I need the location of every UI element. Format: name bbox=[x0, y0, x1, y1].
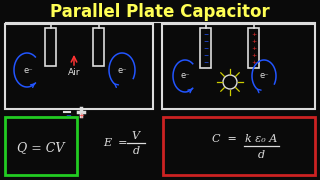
Text: −: − bbox=[65, 113, 71, 119]
Text: k ε₀ A: k ε₀ A bbox=[245, 134, 277, 144]
Text: e⁻: e⁻ bbox=[180, 71, 190, 80]
Text: V: V bbox=[131, 131, 139, 141]
Bar bbox=[163, 117, 315, 175]
Text: E  =: E = bbox=[103, 138, 127, 148]
Text: Air: Air bbox=[68, 68, 80, 76]
Text: Parallel Plate Capacitor: Parallel Plate Capacitor bbox=[50, 3, 270, 21]
Text: +: + bbox=[251, 39, 256, 44]
Text: −: − bbox=[203, 39, 208, 44]
Bar bbox=[93, 28, 104, 66]
Bar bbox=[200, 28, 211, 68]
Text: d: d bbox=[132, 146, 140, 156]
Text: C  =: C = bbox=[212, 134, 236, 144]
Text: −: − bbox=[203, 60, 208, 64]
Text: +: + bbox=[251, 46, 256, 51]
Bar bbox=[248, 28, 259, 68]
Text: e⁻: e⁻ bbox=[117, 66, 127, 75]
Bar bbox=[5, 24, 153, 109]
Text: −: − bbox=[203, 31, 208, 37]
Text: +: + bbox=[251, 53, 256, 57]
Text: Q = CV: Q = CV bbox=[17, 141, 65, 154]
Bar bbox=[5, 117, 77, 175]
Text: d: d bbox=[257, 150, 265, 160]
Text: −: − bbox=[203, 53, 208, 57]
Text: −: − bbox=[203, 46, 208, 51]
Bar bbox=[162, 24, 315, 109]
Text: +: + bbox=[78, 113, 84, 119]
Text: +: + bbox=[251, 31, 256, 37]
Text: +: + bbox=[251, 60, 256, 64]
Text: e⁻: e⁻ bbox=[23, 66, 33, 75]
Text: e⁻: e⁻ bbox=[259, 71, 269, 80]
Bar bbox=[45, 28, 56, 66]
